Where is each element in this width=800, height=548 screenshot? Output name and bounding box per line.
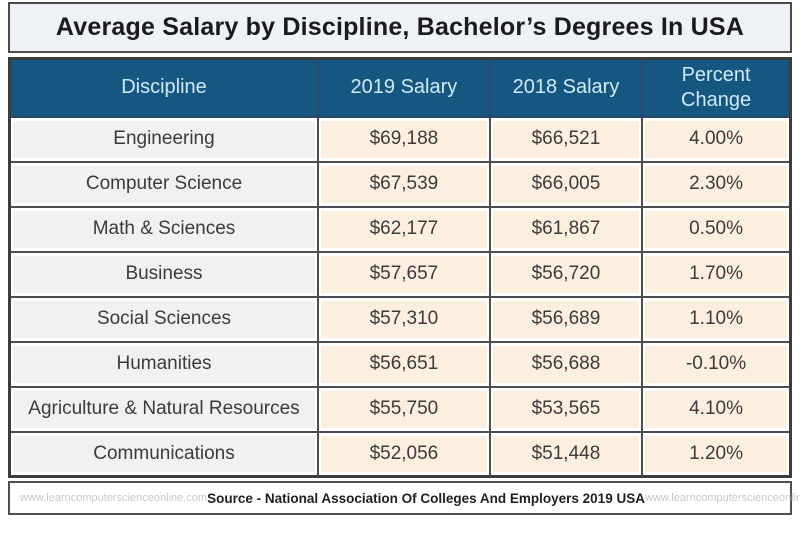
salary-2019-cell: $52,056 [317,430,491,478]
table-row: Agriculture & Natural Resources $55,750 $5… [8,385,792,433]
discipline-cell: Humanities [8,340,319,388]
salary-2019-cell: $57,310 [317,295,491,343]
discipline-cell: Social Sciences [8,295,319,343]
header-row: Discipline 2019 Salary 2018 Salary Perce… [8,57,792,118]
footer: www.learncomputerscienceonline.com Sourc… [8,481,800,515]
salary-table: Discipline 2019 Salary 2018 Salary Perce… [8,57,792,478]
salary-2019-cell: $69,188 [317,115,491,163]
salary-2019-cell: $62,177 [317,205,491,253]
page-title: Average Salary by Discipline, Bachelor’s… [8,2,792,53]
percent-change-cell: 1.70% [641,250,792,298]
salary-2019-cell: $55,750 [317,385,491,433]
column-header-2018-salary: 2018 Salary [488,57,644,118]
discipline-cell: Communications [8,430,319,478]
column-header-percent-change: Percent Change [641,57,792,118]
source-text: Source - National Association Of College… [207,490,645,506]
column-header-label: 2018 Salary [512,76,620,99]
table-header: Discipline 2019 Salary 2018 Salary Perce… [8,57,792,118]
salary-2019-cell: $56,651 [317,340,491,388]
salary-2019-cell: $67,539 [317,160,491,208]
salary-2018-cell: $56,720 [488,250,644,298]
table-row: Social Sciences $57,310 $56,689 1.10% [8,295,792,343]
discipline-cell: Agriculture & Natural Resources [8,385,319,433]
percent-change-cell: 1.10% [641,295,792,343]
table-row: Business $57,657 $56,720 1.70% [8,250,792,298]
salary-table-figure: Average Salary by Discipline, Bachelor’s… [8,2,800,515]
column-header-label: Percent Change [681,63,752,111]
salary-2018-cell: $51,448 [488,430,644,478]
watermark-left: www.learncomputerscienceonline.com [20,492,208,504]
column-header-2019-salary: 2019 Salary [317,57,491,118]
salary-2018-cell: $53,565 [488,385,644,433]
percent-change-cell: 2.30% [641,160,792,208]
table-row: Math & Sciences $62,177 $61,867 0.50% [8,205,792,253]
percent-change-cell: 0.50% [641,205,792,253]
percent-change-cell: 1.20% [641,430,792,478]
column-header-label: 2019 Salary [350,76,458,99]
column-header-discipline: Discipline [8,57,319,118]
watermark-right: www.learncomputerscienceonline.com [644,492,800,504]
table-row: Communications $52,056 $51,448 1.20% [8,430,792,478]
salary-2018-cell: $66,521 [488,115,644,163]
discipline-cell: Math & Sciences [8,205,319,253]
salary-2018-cell: $56,688 [488,340,644,388]
table-row: Computer Science $67,539 $66,005 2.30% [8,160,792,208]
table-row: Humanities $56,651 $56,688 -0.10% [8,340,792,388]
percent-change-cell: 4.10% [641,385,792,433]
salary-2019-cell: $57,657 [317,250,491,298]
percent-change-cell: 4.00% [641,115,792,163]
salary-2018-cell: $66,005 [488,160,644,208]
page-title-text: Average Salary by Discipline, Bachelor’s… [55,13,745,41]
discipline-cell: Engineering [8,115,319,163]
discipline-cell: Computer Science [8,160,319,208]
table-row: Engineering $69,188 $66,521 4.00% [8,115,792,163]
salary-2018-cell: $61,867 [488,205,644,253]
table-body: Engineering $69,188 $66,521 4.00% Computer S… [8,115,792,478]
column-header-label: Discipline [121,76,207,99]
percent-change-cell: -0.10% [641,340,792,388]
salary-2018-cell: $56,689 [488,295,644,343]
discipline-cell: Business [8,250,319,298]
